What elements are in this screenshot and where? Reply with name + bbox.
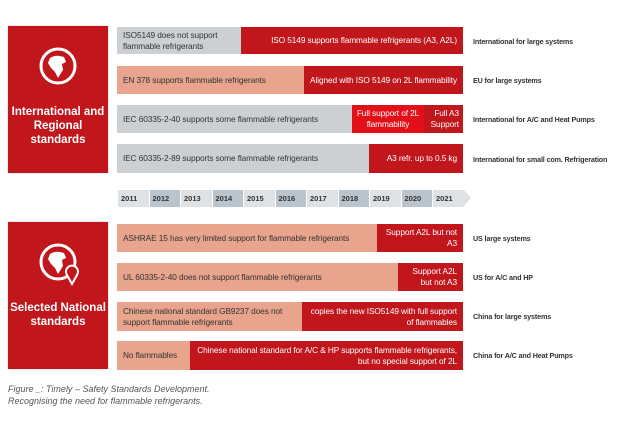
- timeline: 2011 2012 2013 2014 2015 2016 2017 2018 …: [117, 190, 471, 207]
- globe-icon: [39, 47, 77, 85]
- segment: No flammables: [117, 341, 190, 370]
- figure-caption: Figure _: Timely – Safety Standards Deve…: [8, 383, 210, 407]
- segment: ISO5149 does not support flammable refri…: [117, 27, 241, 54]
- international-panel: International and Regional standards: [8, 26, 108, 173]
- standard-row: IEC 60335-2-40 supports some flammable r…: [117, 105, 463, 133]
- standard-row: UL 60335-2-40 does not support flammable…: [117, 263, 463, 291]
- national-panel: Selected National standards: [8, 222, 108, 369]
- segment: Support A2L but not A3: [377, 224, 463, 252]
- year: 2020: [400, 190, 432, 207]
- segment: Aligned with ISO 5149 on 2L flammability: [304, 66, 463, 94]
- row-label: China for A/C and Heat Pumps: [473, 351, 573, 360]
- row-label: EU for large systems: [473, 76, 542, 85]
- row-label: US large systems: [473, 234, 531, 243]
- segment: ISO 5149 supports flammable refrigerants…: [241, 27, 463, 54]
- standard-row: IEC 60335-2-89 supports some flammable r…: [117, 144, 463, 173]
- row-label: International for A/C and Heat Pumps: [473, 115, 595, 124]
- standard-row: No flammables Chinese national standard …: [117, 341, 463, 370]
- segment: UL 60335-2-40 does not support flammable…: [117, 263, 398, 291]
- standard-row: ISO5149 does not support flammable refri…: [117, 27, 463, 54]
- segment: Chinese national standard GB9237 does no…: [117, 302, 302, 331]
- year: 2017: [306, 190, 338, 207]
- segment: Full A3 Support: [424, 105, 463, 133]
- row-label: US for A/C and HP: [473, 273, 533, 282]
- year: 2016: [274, 190, 306, 207]
- standard-row: ASHRAE 15 has very limited support for f…: [117, 224, 463, 252]
- segment: IEC 60335-2-89 supports some flammable r…: [117, 144, 369, 173]
- row-label: China for large systems: [473, 312, 552, 321]
- caption-line: Recognising the need for flammable refri…: [8, 396, 203, 406]
- segment: IEC 60335-2-40 supports some flammable r…: [117, 105, 352, 133]
- segment: copies the new ISO5149 with full support…: [302, 302, 463, 331]
- segment: Full support of 2L flammability: [352, 105, 424, 133]
- standard-row: EN 378 supports flammable refrigerants A…: [117, 66, 463, 94]
- segment: EN 378 supports flammable refrigerants: [117, 66, 304, 94]
- globe-pin-icon: [39, 243, 79, 286]
- year: 2011: [117, 190, 149, 207]
- year: 2019: [369, 190, 401, 207]
- segment: ASHRAE 15 has very limited support for f…: [117, 224, 377, 252]
- caption-line: Figure _: Timely – Safety Standards Deve…: [8, 384, 210, 394]
- year: 2012: [148, 190, 180, 207]
- row-label: International for small com. Refrigerati…: [473, 155, 608, 164]
- panel-title: Selected National standards: [10, 302, 106, 328]
- year: 2015: [243, 190, 275, 207]
- standard-row: Chinese national standard GB9237 does no…: [117, 302, 463, 331]
- year: 2014: [211, 190, 243, 207]
- segment: Support A2L but not A3: [398, 263, 463, 291]
- year: 2021: [432, 190, 464, 207]
- panel-title: International and Regional standards: [11, 106, 105, 146]
- segment: Chinese national standard for A/C & HP s…: [190, 341, 463, 370]
- year: 2013: [180, 190, 212, 207]
- year: 2018: [337, 190, 369, 207]
- row-label: International for large systems: [473, 37, 574, 46]
- segment: A3 refr. up to 0.5 kg: [369, 144, 463, 173]
- timeline-arrow: [463, 190, 471, 206]
